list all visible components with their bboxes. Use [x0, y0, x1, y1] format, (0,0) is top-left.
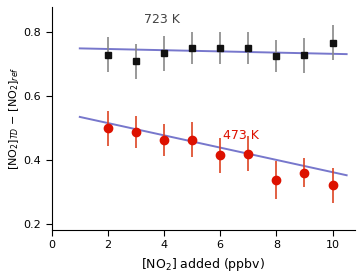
Text: 473 K: 473 K — [223, 129, 259, 143]
X-axis label: [NO$_2$] added (ppbv): [NO$_2$] added (ppbv) — [142, 256, 265, 273]
Y-axis label: [NO$_2$]$_{TD}$ − [NO$_2$]$_{ref}$: [NO$_2$]$_{TD}$ − [NO$_2$]$_{ref}$ — [7, 67, 21, 170]
Text: 723 K: 723 K — [144, 13, 180, 26]
